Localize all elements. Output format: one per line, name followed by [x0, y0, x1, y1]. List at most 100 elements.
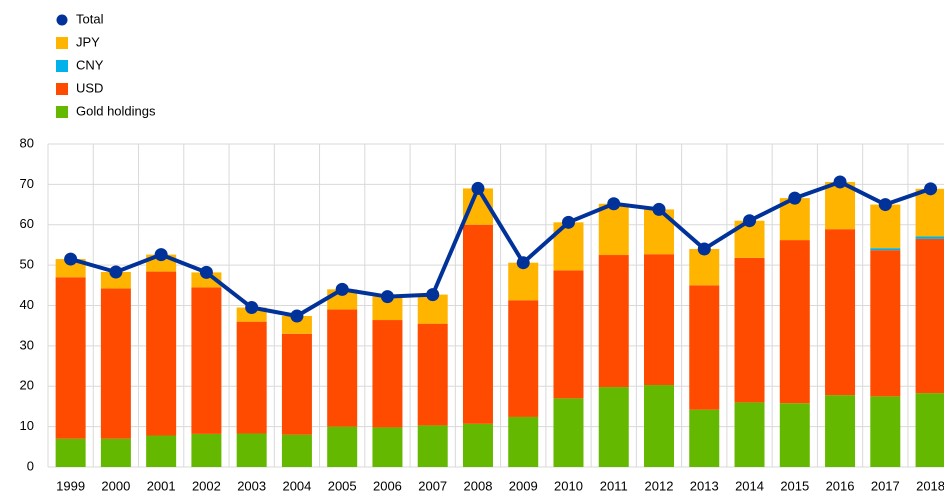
- bar: [191, 287, 222, 434]
- legend-swatch: [56, 83, 68, 95]
- line-marker: [154, 248, 168, 262]
- line-marker: [833, 175, 847, 189]
- legend-label: CNY: [76, 57, 104, 72]
- bar: [915, 236, 944, 239]
- line-marker: [199, 265, 213, 279]
- bar: [915, 238, 944, 394]
- x-tick-label: 2014: [735, 478, 764, 493]
- legend-label: Total: [76, 11, 104, 26]
- bar: [236, 307, 267, 322]
- legend-swatch: [56, 37, 68, 49]
- bar: [281, 434, 312, 467]
- line-marker: [245, 301, 259, 315]
- bar: [598, 387, 629, 467]
- bar: [915, 188, 944, 237]
- bar: [236, 433, 267, 467]
- y-tick-label: 0: [27, 458, 34, 473]
- bar: [100, 438, 131, 467]
- legend-swatch: [56, 106, 68, 118]
- x-tick-label: 2008: [464, 478, 493, 493]
- bar: [644, 254, 675, 386]
- x-tick-label: 2018: [916, 478, 944, 493]
- x-tick-label: 2012: [645, 478, 674, 493]
- bar: [825, 181, 856, 230]
- legend-label: JPY: [76, 34, 100, 49]
- bar: [372, 320, 403, 428]
- x-tick-label: 2015: [780, 478, 809, 493]
- x-tick-label: 2016: [826, 478, 855, 493]
- x-tick-label: 2007: [418, 478, 447, 493]
- bar: [55, 438, 86, 467]
- x-tick-label: 1999: [56, 478, 85, 493]
- bar: [508, 300, 539, 417]
- y-tick-label: 20: [20, 378, 34, 393]
- bar: [236, 321, 267, 434]
- bar: [779, 240, 810, 404]
- line-marker: [743, 214, 757, 228]
- bar: [100, 271, 131, 289]
- legend-label: Gold holdings: [76, 103, 156, 118]
- bar: [689, 409, 720, 467]
- line-marker: [561, 215, 575, 229]
- line-marker: [788, 191, 802, 205]
- bar: [825, 229, 856, 396]
- bar: [327, 309, 358, 427]
- bar: [553, 398, 584, 467]
- bar: [146, 271, 177, 436]
- x-tick-label: 2017: [871, 478, 900, 493]
- y-tick-label: 40: [20, 297, 34, 312]
- legend-swatch: [56, 60, 68, 72]
- line-marker: [290, 309, 304, 323]
- x-tick-label: 2010: [554, 478, 583, 493]
- y-tick-label: 10: [20, 418, 34, 433]
- line-marker: [380, 290, 394, 304]
- x-tick-label: 2011: [600, 478, 628, 493]
- line: [70, 179, 932, 318]
- bar: [191, 433, 222, 467]
- line-marker: [924, 182, 938, 196]
- x-tick-label: 2009: [509, 478, 538, 493]
- y-tick-label: 30: [20, 337, 34, 352]
- bar: [327, 426, 358, 467]
- x-tick-label: 2002: [192, 478, 221, 493]
- y-tick-label: 70: [20, 176, 34, 191]
- line-marker: [607, 197, 621, 211]
- bar: [734, 402, 765, 467]
- x-tick-label: 2000: [101, 478, 130, 493]
- y-tick-label: 50: [20, 257, 34, 272]
- bar: [372, 296, 403, 321]
- bar: [870, 248, 901, 251]
- bar: [598, 255, 629, 388]
- bar: [146, 435, 177, 467]
- x-tick-label: 2006: [373, 478, 402, 493]
- bar: [417, 425, 448, 467]
- bar: [100, 288, 131, 439]
- bar: [870, 396, 901, 467]
- bar: [55, 277, 86, 439]
- y-tick-label: 80: [20, 135, 34, 150]
- bar: [417, 323, 448, 426]
- bar: [598, 203, 629, 256]
- bar: [825, 395, 856, 467]
- x-tick-label: 2004: [282, 478, 311, 493]
- line-marker: [335, 282, 349, 296]
- line-marker: [652, 202, 666, 216]
- bar: [734, 257, 765, 403]
- bar: [462, 423, 493, 467]
- line-marker: [109, 265, 123, 279]
- bar: [55, 259, 86, 278]
- line-marker: [878, 198, 892, 212]
- bar: [870, 204, 901, 249]
- x-tick-label: 2003: [237, 478, 266, 493]
- bar: [689, 285, 720, 410]
- bar: [372, 427, 403, 467]
- x-tick-label: 2013: [690, 478, 719, 493]
- bar: [915, 393, 944, 467]
- y-tick-label: 60: [20, 216, 34, 231]
- line-marker: [426, 288, 440, 302]
- bar: [553, 270, 584, 399]
- line-marker: [697, 242, 711, 256]
- bar: [281, 333, 312, 435]
- bar: [462, 224, 493, 424]
